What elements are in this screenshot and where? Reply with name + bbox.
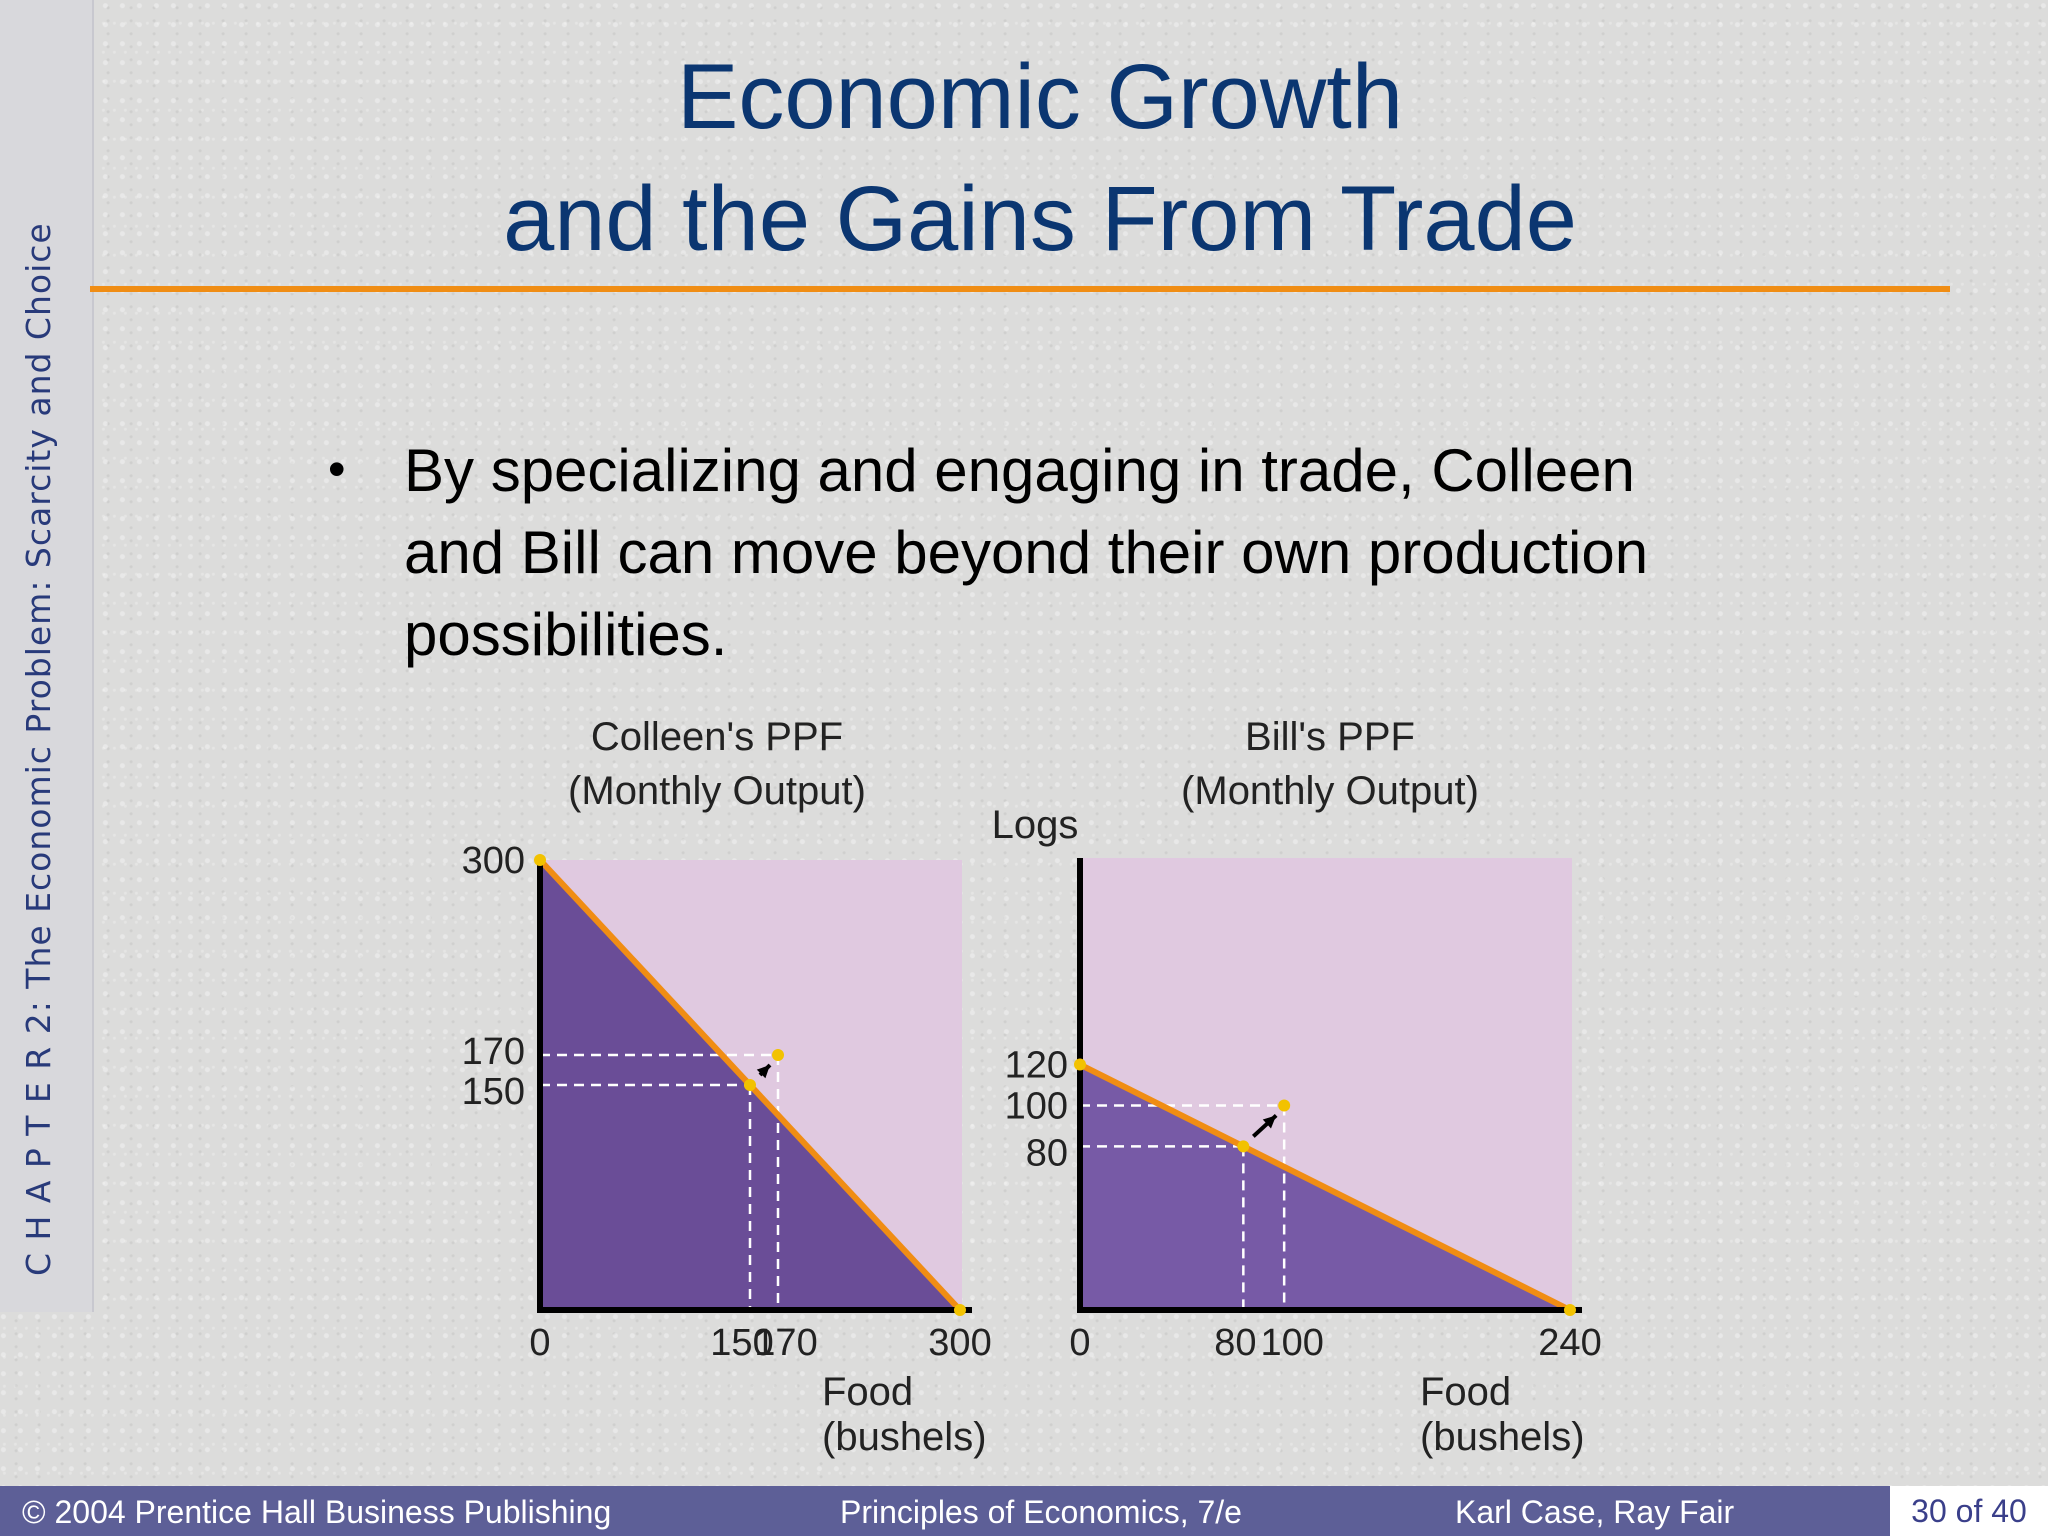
footer-bar: © 2004 Prentice Hall Business Publishing…: [0, 1486, 1890, 1536]
title-line-2: and the Gains From Trade: [503, 168, 1577, 270]
page-counter: 30 of 40: [1890, 1486, 2048, 1536]
x-tick-label: 170: [754, 1322, 817, 1364]
y-tick-label: 80: [1026, 1132, 1068, 1174]
x-tick-label: 150: [710, 1322, 773, 1364]
x-tick-label: 80: [1214, 1322, 1256, 1364]
x-tick-label: 300: [928, 1322, 991, 1364]
production-point: [1237, 1140, 1250, 1153]
y-tick-label: 100: [1005, 1085, 1068, 1127]
y-tick-label: 150: [462, 1071, 525, 1113]
trade-point: [772, 1049, 784, 1061]
y-axis-label: Logs: [992, 803, 1079, 847]
chart-title: Bill's PPF: [1245, 715, 1415, 759]
trade-point: [1278, 1099, 1291, 1112]
ppf-intercept-point: [1564, 1304, 1576, 1316]
gain-arrow-head: [1262, 1115, 1277, 1129]
slide-title: Economic Growth and the Gains From Trade: [130, 36, 1950, 280]
chart-subtitle: (Monthly Output): [568, 769, 866, 813]
ppf-intercept-point: [1074, 1058, 1086, 1071]
title-underline: [90, 286, 1950, 292]
x-axis-label-line1: Food: [822, 1370, 913, 1414]
x-axis-label-line1: Food: [1420, 1370, 1511, 1414]
x-tick-label: 0: [1069, 1322, 1090, 1364]
chart-subtitle: (Monthly Output): [1181, 769, 1479, 813]
bullet-text: By specializing and engaging in trade, C…: [404, 437, 1649, 668]
title-line-1: Economic Growth: [676, 46, 1404, 148]
ppf-line: [1078, 1061, 1572, 1313]
y-tick-label: 300: [462, 840, 525, 882]
footer-book: Principles of Economics, 7/e: [840, 1494, 1242, 1530]
y-tick-label: 170: [462, 1031, 525, 1073]
x-tick-label: 0: [529, 1322, 550, 1364]
ppf-intercept-point: [534, 854, 546, 866]
x-axis-label-line2: (bushels): [1420, 1415, 1585, 1459]
footer-authors: Karl Case, Ray Fair: [1455, 1494, 1735, 1530]
x-tick-label: 240: [1538, 1322, 1601, 1364]
chart-title: Colleen's PPF: [591, 715, 843, 759]
gain-arrow-head: [756, 1065, 770, 1079]
ppf-intercept-point: [954, 1304, 966, 1316]
x-tick-label: 100: [1260, 1322, 1323, 1364]
chapter-sidebar: C H A P T E R 2: The Economic Problem: S…: [0, 0, 94, 1312]
y-tick-label: 120: [1005, 1045, 1068, 1087]
footer-publisher: © 2004 Prentice Hall Business Publishing: [22, 1494, 612, 1530]
bullet-marker: •: [328, 441, 346, 497]
x-axis-label-line2: (bushels): [822, 1415, 987, 1459]
production-point: [744, 1079, 756, 1091]
